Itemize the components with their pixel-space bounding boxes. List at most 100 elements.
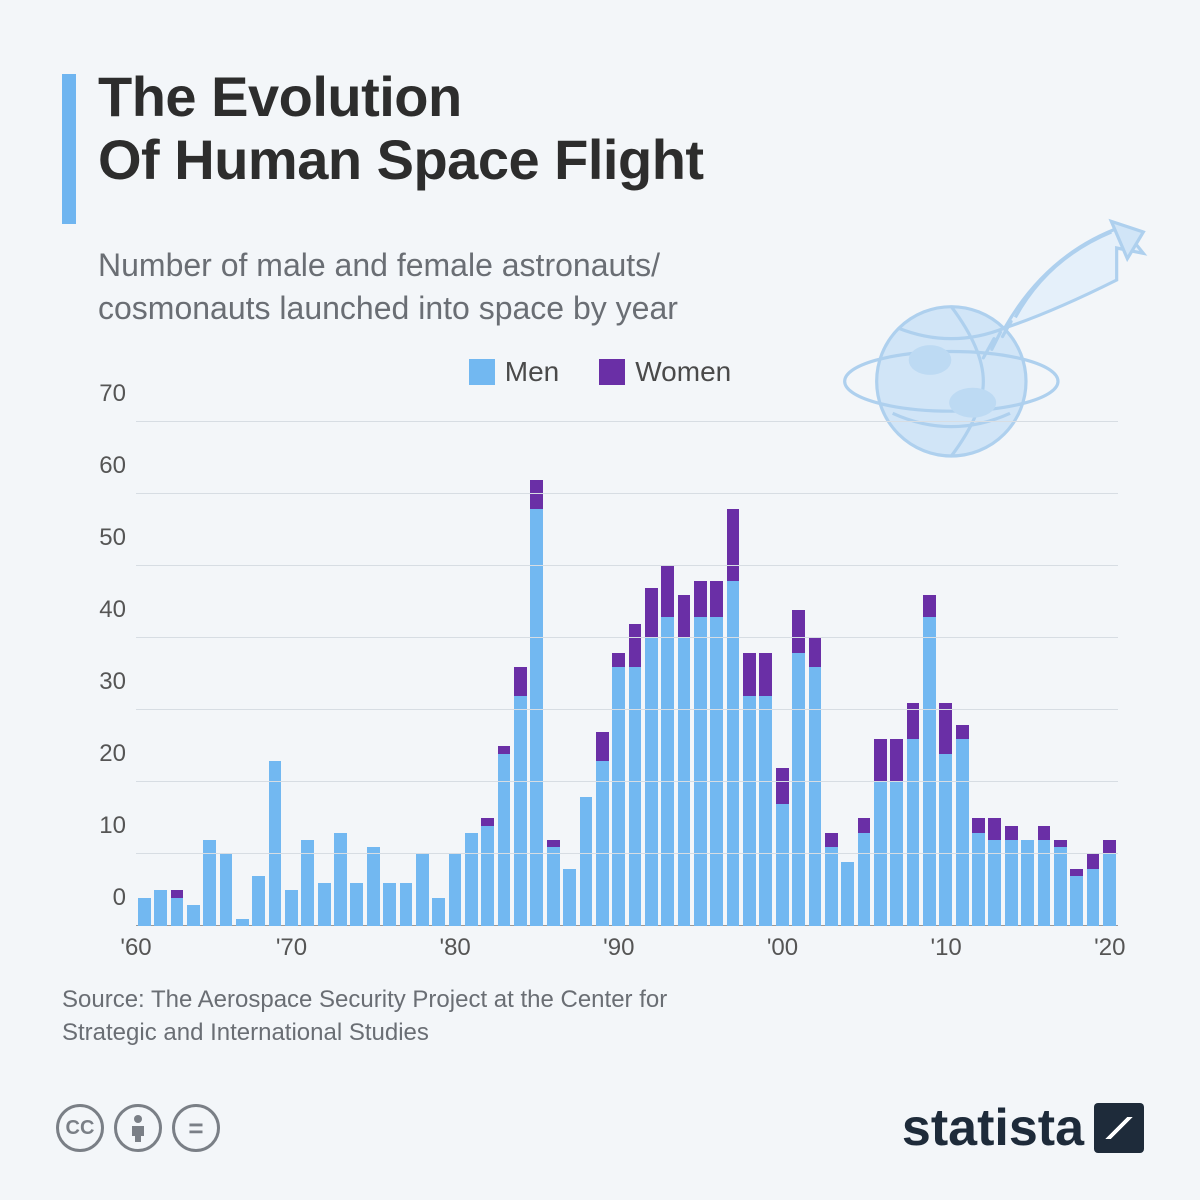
bar-men-segment	[269, 761, 282, 927]
y-tick-label: 20	[99, 740, 126, 768]
bar-1991	[627, 422, 643, 926]
cc-icon: CC	[56, 1104, 104, 1152]
title-line-2: Of Human Space Flight	[98, 128, 704, 191]
bar-women-segment	[890, 739, 903, 782]
bar-2011	[954, 422, 970, 926]
bar-men-segment	[367, 847, 380, 926]
bar-women-segment	[1070, 869, 1083, 876]
bar-1994	[676, 422, 692, 926]
bar-2004	[839, 422, 855, 926]
bar-2020	[1101, 422, 1117, 926]
bar-men-segment	[939, 754, 952, 927]
bar-2008	[905, 422, 921, 926]
bar-2015	[1019, 422, 1035, 926]
bar-2016	[1036, 422, 1052, 926]
bar-1975	[365, 422, 381, 926]
grid-line	[136, 493, 1118, 494]
bar-men-segment	[727, 581, 740, 927]
bar-men-segment	[252, 876, 265, 926]
bar-1992	[643, 422, 659, 926]
title-line-1: The Evolution	[98, 65, 462, 128]
nd-icon: =	[172, 1104, 220, 1152]
bar-1997	[725, 422, 741, 926]
brand-text: statista	[902, 1098, 1084, 1158]
bar-men-segment	[449, 854, 462, 926]
bar-women-segment	[874, 739, 887, 782]
bar-1987	[561, 422, 577, 926]
x-tick-label: '20	[1094, 934, 1125, 962]
bar-1979	[430, 422, 446, 926]
bar-men-segment	[383, 883, 396, 926]
bar-men-segment	[220, 854, 233, 926]
bar-men-segment	[612, 667, 625, 926]
bar-1984	[512, 422, 528, 926]
bar-1982	[480, 422, 496, 926]
bar-men-segment	[890, 782, 903, 926]
bar-1964	[185, 422, 201, 926]
page-subtitle: Number of male and female astronauts/ co…	[98, 244, 838, 330]
bar-men-segment	[972, 833, 985, 927]
bar-men-segment	[759, 696, 772, 926]
bar-1993	[660, 422, 676, 926]
source-line: Source: The Aerospace Security Project a…	[62, 983, 702, 1050]
bar-men-segment	[171, 898, 184, 927]
bar-women-segment	[645, 588, 658, 638]
bar-2010	[938, 422, 954, 926]
bar-1968	[251, 422, 267, 926]
bar-women-segment	[776, 768, 789, 804]
bar-women-segment	[1054, 840, 1067, 847]
bar-2013	[987, 422, 1003, 926]
bar-men-segment	[841, 862, 854, 927]
bar-1972	[316, 422, 332, 926]
bar-1962	[152, 422, 168, 926]
bar-2007	[889, 422, 905, 926]
bar-men-segment	[645, 638, 658, 926]
bar-women-segment	[547, 840, 560, 847]
bar-1988	[578, 422, 594, 926]
page-title: The Evolution Of Human Space Flight	[98, 66, 704, 191]
grid-line	[136, 853, 1118, 854]
bar-women-segment	[972, 818, 985, 832]
bar-1973	[332, 422, 348, 926]
bar-women-segment	[596, 732, 609, 761]
bar-women-segment	[743, 653, 756, 696]
bar-men-segment	[481, 826, 494, 927]
bar-men-segment	[1103, 854, 1116, 926]
bar-men-segment	[858, 833, 871, 927]
bar-1998	[741, 422, 757, 926]
bar-men-segment	[1054, 847, 1067, 926]
bar-men-segment	[138, 898, 151, 927]
x-tick-label: '70	[276, 934, 307, 962]
bar-men-segment	[350, 883, 363, 926]
bar-1989	[594, 422, 610, 926]
bar-women-segment	[171, 890, 184, 897]
x-tick-label: '10	[931, 934, 962, 962]
x-tick-label: '60	[120, 934, 151, 962]
bar-chart: '60'70'80'90'00'10'20 010203040506070	[62, 412, 1138, 972]
y-tick-label: 40	[99, 596, 126, 624]
bar-men-segment	[1070, 876, 1083, 926]
bar-men-segment	[334, 833, 347, 927]
bar-2001	[790, 422, 806, 926]
women-swatch	[599, 359, 625, 385]
grid-line	[136, 781, 1118, 782]
bar-1990	[610, 422, 626, 926]
y-tick-label: 50	[99, 524, 126, 552]
bar-1978	[414, 422, 430, 926]
bar-women-segment	[988, 818, 1001, 840]
bar-men-segment	[907, 739, 920, 926]
bar-1986	[545, 422, 561, 926]
bar-1963	[169, 422, 185, 926]
bar-women-segment	[792, 610, 805, 653]
bar-men-segment	[1087, 869, 1100, 927]
bar-1976	[381, 422, 397, 926]
grid-line	[136, 565, 1118, 566]
bar-1970	[283, 422, 299, 926]
bar-men-segment	[187, 905, 200, 927]
bar-men-segment	[318, 883, 331, 926]
bar-men-segment	[809, 667, 822, 926]
brand-logo: statista	[902, 1098, 1144, 1158]
legend-men-label: Men	[505, 356, 559, 388]
brand-mark-icon	[1094, 1103, 1144, 1153]
bar-2018	[1068, 422, 1084, 926]
